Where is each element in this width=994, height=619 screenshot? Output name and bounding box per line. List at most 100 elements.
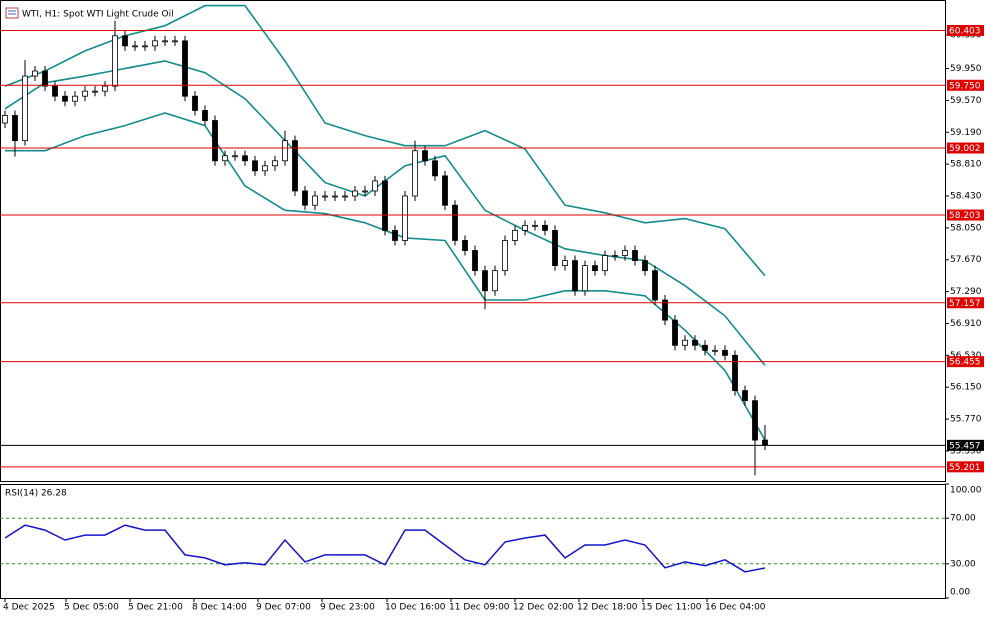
candle-body bbox=[302, 190, 308, 206]
y-tick-label: 59.570 bbox=[950, 96, 982, 106]
candle-body bbox=[412, 150, 418, 197]
candle-body bbox=[642, 260, 648, 272]
candle-body bbox=[652, 270, 658, 301]
candle-body bbox=[282, 140, 288, 162]
candle-body bbox=[372, 180, 378, 192]
candle-body bbox=[632, 250, 638, 261]
y-tick-label: 58.810 bbox=[950, 160, 982, 170]
candle-body bbox=[112, 35, 118, 87]
candle-body bbox=[102, 85, 108, 92]
current-price-tag: 55.457 bbox=[947, 439, 984, 451]
y-tick-label: 56.530 bbox=[950, 351, 982, 361]
candle-body bbox=[42, 70, 48, 87]
candle-body bbox=[562, 260, 568, 267]
price-pane bbox=[0, 0, 946, 482]
level-tag: 56.455 bbox=[947, 356, 984, 368]
level-box bbox=[947, 25, 984, 37]
candle-body bbox=[222, 155, 228, 162]
candle-body bbox=[442, 175, 448, 206]
y-tick-label: 57.290 bbox=[950, 287, 982, 297]
level-label: 56.455 bbox=[949, 358, 981, 368]
level-label: 55.201 bbox=[949, 463, 981, 473]
level-box bbox=[947, 297, 984, 309]
candle-body bbox=[262, 165, 268, 172]
y-tick-label: 58.050 bbox=[950, 223, 982, 233]
candle-body bbox=[742, 390, 748, 402]
candle-body bbox=[22, 75, 28, 142]
candle-body bbox=[382, 180, 388, 231]
y-tick-label: 56.150 bbox=[950, 383, 982, 393]
candle-body bbox=[312, 195, 318, 206]
candle-body bbox=[502, 240, 508, 272]
candle-body bbox=[182, 40, 188, 97]
candle-body bbox=[612, 255, 618, 257]
y-tick-label: 56.910 bbox=[950, 319, 982, 329]
candle-body bbox=[402, 195, 408, 241]
candle-body bbox=[32, 70, 38, 77]
candle-body bbox=[732, 354, 738, 391]
current-price-box bbox=[947, 439, 984, 451]
candle-body bbox=[662, 299, 668, 321]
x-tick-label: 16 Dec 04:00 bbox=[705, 603, 766, 613]
level-box bbox=[947, 356, 984, 368]
candle-body bbox=[62, 95, 68, 102]
candle-body bbox=[582, 265, 588, 292]
candle-body bbox=[202, 110, 208, 121]
x-tick-label: 12 Dec 18:00 bbox=[577, 603, 638, 613]
candle-body bbox=[522, 224, 528, 231]
x-tick-label: 5 Dec 21:00 bbox=[128, 603, 183, 613]
y-tick-label: 55.390 bbox=[950, 446, 982, 456]
current-price-label: 55.457 bbox=[949, 441, 981, 451]
candle-body bbox=[52, 85, 58, 97]
candle-body bbox=[552, 229, 558, 267]
candle-body bbox=[512, 229, 518, 241]
candle-body bbox=[192, 95, 198, 111]
candle-body bbox=[132, 45, 138, 48]
candle-body bbox=[722, 349, 728, 356]
x-tick-label: 15 Dec 11:00 bbox=[641, 603, 702, 613]
candle-body bbox=[712, 349, 718, 352]
candle-body bbox=[392, 229, 398, 241]
candle-body bbox=[242, 155, 248, 162]
candle-body bbox=[492, 270, 498, 292]
candle-body bbox=[252, 160, 258, 172]
candle-body bbox=[622, 250, 628, 256]
level-label: 59.750 bbox=[949, 81, 981, 91]
candle-body bbox=[482, 270, 488, 292]
y-tick-label: 59.950 bbox=[950, 64, 982, 74]
candle-body bbox=[122, 35, 128, 47]
y-tick-label: 0.00 bbox=[950, 588, 970, 598]
candle-body bbox=[322, 195, 328, 198]
x-tick-label: 10 Dec 16:00 bbox=[385, 603, 446, 613]
level-box bbox=[947, 461, 984, 473]
level-box bbox=[947, 209, 984, 221]
candle-body bbox=[272, 160, 278, 167]
y-tick-label: 59.190 bbox=[950, 128, 982, 138]
candle-body bbox=[602, 255, 608, 272]
candle-body bbox=[342, 195, 348, 198]
candle-body bbox=[162, 40, 168, 43]
candle-body bbox=[82, 90, 88, 97]
x-tick-label: 11 Dec 09:00 bbox=[449, 603, 510, 613]
y-tick-label: 58.430 bbox=[950, 192, 982, 202]
candle-body bbox=[692, 339, 698, 346]
candle-body bbox=[212, 120, 218, 162]
rsi-pane bbox=[0, 484, 946, 599]
candle-body bbox=[572, 260, 578, 292]
level-tag: 57.157 bbox=[947, 297, 984, 309]
candle-body bbox=[362, 190, 368, 193]
candle-body bbox=[702, 344, 708, 351]
candle-body bbox=[142, 45, 148, 48]
x-tick-label: 8 Dec 14:00 bbox=[192, 603, 247, 613]
rsi-line bbox=[4, 524, 766, 573]
candle-body bbox=[452, 204, 458, 241]
level-box bbox=[947, 79, 984, 91]
y-tick-label: 57.670 bbox=[950, 255, 982, 265]
x-tick-label: 4 Dec 2025 bbox=[3, 603, 55, 613]
x-tick-label: 9 Dec 07:00 bbox=[256, 603, 311, 613]
candle-body bbox=[332, 195, 338, 198]
y-tick-label: 100.00 bbox=[950, 486, 982, 496]
candle-body bbox=[12, 115, 18, 142]
candle-body bbox=[752, 400, 758, 441]
